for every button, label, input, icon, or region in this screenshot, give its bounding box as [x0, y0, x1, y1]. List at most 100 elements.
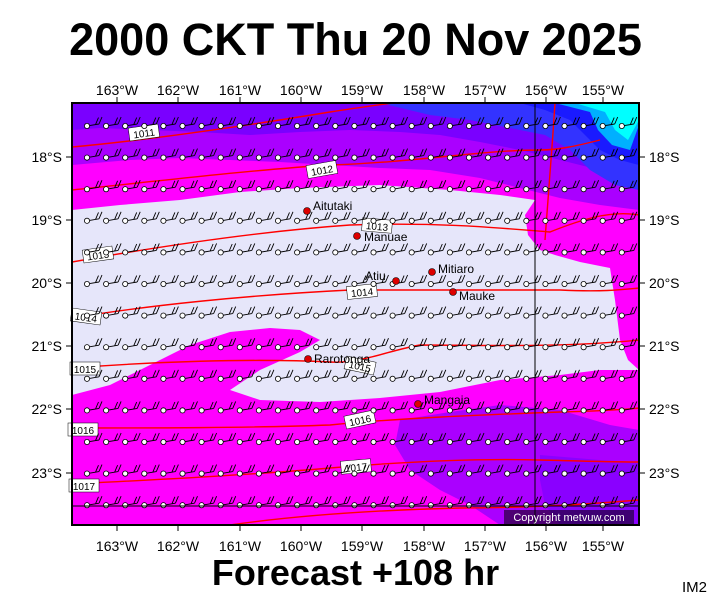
lon-labels-top: 163°W 162°W 161°W 160°W 159°W 158°W 157°…: [96, 82, 625, 98]
isobar-1012: [72, 139, 601, 191]
wind-barb: [599, 432, 619, 445]
wind-barb: [618, 274, 638, 287]
wind-barb: [485, 211, 504, 224]
wind-barb: [523, 180, 542, 193]
wind-barb: [446, 401, 466, 414]
wind-barb: [274, 116, 294, 130]
wind-barb: [179, 148, 198, 161]
wind-barb: [84, 211, 103, 224]
copyright-text: Copyright metvuw.com: [513, 512, 624, 524]
wind-barb: [618, 180, 638, 193]
wind-barb: [542, 338, 561, 351]
place-marker-mauke: [449, 288, 457, 296]
isobar-label: 1012: [305, 160, 339, 179]
wind-barb: [561, 306, 580, 319]
wind-barb: [389, 306, 409, 319]
wind-barb: [84, 464, 103, 477]
wind-barb: [465, 432, 485, 445]
wind-barb: [255, 369, 275, 382]
wind-barb: [351, 211, 370, 224]
svg-text:1012: 1012: [310, 164, 334, 179]
wind-barb: [255, 116, 275, 130]
wind-barb: [332, 369, 351, 382]
wind-barb: [103, 306, 122, 319]
wind-barb: [217, 116, 237, 130]
wind-barb: [255, 432, 275, 445]
wind-barb: [351, 148, 370, 161]
wind-barb: [618, 338, 638, 351]
wind-barb: [370, 148, 389, 161]
wind-barb: [465, 148, 485, 161]
svg-text:1017: 1017: [73, 482, 96, 493]
wind-barb: [465, 401, 485, 414]
wind-barb: [446, 211, 466, 224]
wind-barb: [141, 464, 160, 477]
wind-barb: [504, 401, 523, 414]
wind-barb: [465, 180, 485, 193]
place-marker-aitutaki: [303, 207, 311, 215]
wind-barb: [542, 464, 561, 477]
wind-barb: [236, 180, 256, 193]
wind-barb: [465, 338, 485, 351]
wind-barb: [294, 180, 313, 193]
map-title: 2000 CKT Thu 20 Nov 2025: [69, 14, 642, 65]
wind-barb: [370, 464, 389, 477]
wind-barb: [427, 432, 447, 445]
wind-barb: [236, 369, 256, 382]
wind-barb: [122, 432, 141, 445]
wind-barb: [294, 116, 313, 130]
wind-barb: [599, 211, 619, 224]
wind-barb: [160, 464, 179, 477]
lon-label: 155°W: [582, 538, 625, 554]
wind-barb: [580, 432, 600, 445]
wind-barb: [485, 116, 504, 130]
wind-barb: [370, 338, 389, 351]
lat-label: 23°S: [31, 465, 62, 481]
isobar-label: 1013: [361, 217, 393, 234]
wind-barb: [255, 306, 275, 319]
wind-barb: [561, 401, 580, 414]
wind-barb: [637, 250, 639, 255]
wind-barb: [141, 116, 160, 130]
wind-barb: [313, 464, 332, 477]
isobar-partial: [544, 103, 556, 241]
wind-barb: [389, 464, 409, 477]
wind-barb: [351, 306, 370, 319]
wind-barb: [465, 274, 485, 287]
wind-barb: [179, 211, 198, 224]
wind-barb: [313, 148, 332, 161]
wind-barb: [198, 211, 218, 224]
wind-barb: [122, 116, 141, 130]
lat-label: 19°S: [649, 212, 680, 228]
wind-barb: [217, 148, 237, 161]
lon-label: 161°W: [219, 82, 262, 98]
wind-barb: [523, 148, 542, 161]
wind-barb: [294, 401, 313, 414]
lat-label: 22°S: [31, 401, 62, 417]
wind-barb: [504, 180, 523, 193]
wind-barb: [179, 274, 198, 287]
wind-barb: [122, 148, 141, 161]
wind-barb: [523, 464, 542, 477]
wind-barb: [542, 180, 561, 193]
wind-barb: [122, 211, 141, 224]
wind-barb: [561, 211, 580, 224]
wind-barb: [389, 338, 409, 351]
wind-barb: [141, 306, 160, 319]
wind-barb: [618, 243, 638, 256]
wind-barb: [370, 306, 389, 319]
lon-label: 159°W: [341, 82, 384, 98]
wind-barb: [561, 338, 580, 351]
wind-barb: [84, 369, 103, 382]
wind-barb: [198, 180, 218, 193]
wind-barb: [561, 274, 580, 287]
lon-labels-bottom: 163°W 162°W 161°W 160°W 159°W 158°W 157°…: [96, 538, 625, 554]
wind-barb: [504, 116, 523, 130]
wind-barb: [179, 180, 198, 193]
wind-barb: [255, 211, 275, 224]
wind-barb: [408, 211, 428, 224]
wind-barb: [465, 116, 485, 130]
lat-labels-right: 18°S 19°S 20°S 21°S 22°S 23°S: [649, 149, 680, 481]
wind-barb: [446, 464, 466, 477]
